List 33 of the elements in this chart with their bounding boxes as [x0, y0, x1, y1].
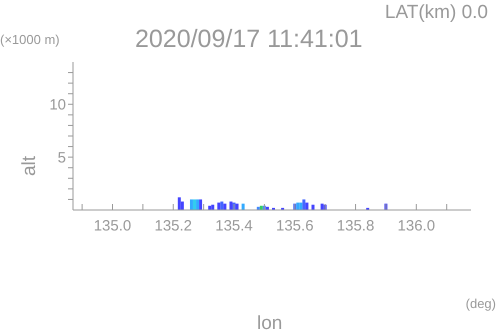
bar: [229, 202, 232, 210]
bar: [217, 202, 220, 210]
chart-title: 2020/09/17 11:41:01: [135, 25, 363, 54]
bar: [220, 202, 224, 210]
y-axis-title: alt: [19, 156, 42, 176]
text: (×1000 m): [0, 32, 60, 47]
bar: [178, 197, 181, 210]
chart-subtitle: LAT(km) 0.0: [384, 2, 488, 24]
x-tick-label: 135.4: [215, 218, 253, 235]
bar: [190, 199, 193, 210]
bar: [196, 199, 200, 210]
bar: [305, 202, 308, 210]
bar: [296, 202, 300, 210]
x-tick-label: 135.2: [154, 218, 192, 235]
bar: [302, 199, 306, 210]
x-tick-label: 136.0: [398, 218, 436, 235]
x-tick-label: 135.6: [276, 218, 314, 235]
y-tick-label: 10: [49, 96, 66, 114]
y-tick-label: 5: [58, 149, 66, 166]
bar: [311, 204, 314, 210]
x-tick-label: 135.8: [336, 218, 374, 235]
bar: [242, 204, 245, 210]
bar: [299, 202, 302, 210]
x-axis-title: lon: [257, 313, 282, 335]
text: (deg): [466, 296, 496, 311]
bar: [193, 199, 196, 210]
bar: [199, 199, 202, 210]
bar: [211, 204, 214, 210]
bar: [223, 204, 226, 210]
bar: [180, 202, 184, 210]
bar: [236, 204, 239, 210]
bar: [320, 204, 324, 210]
x-tick-label: 135.0: [94, 218, 132, 235]
